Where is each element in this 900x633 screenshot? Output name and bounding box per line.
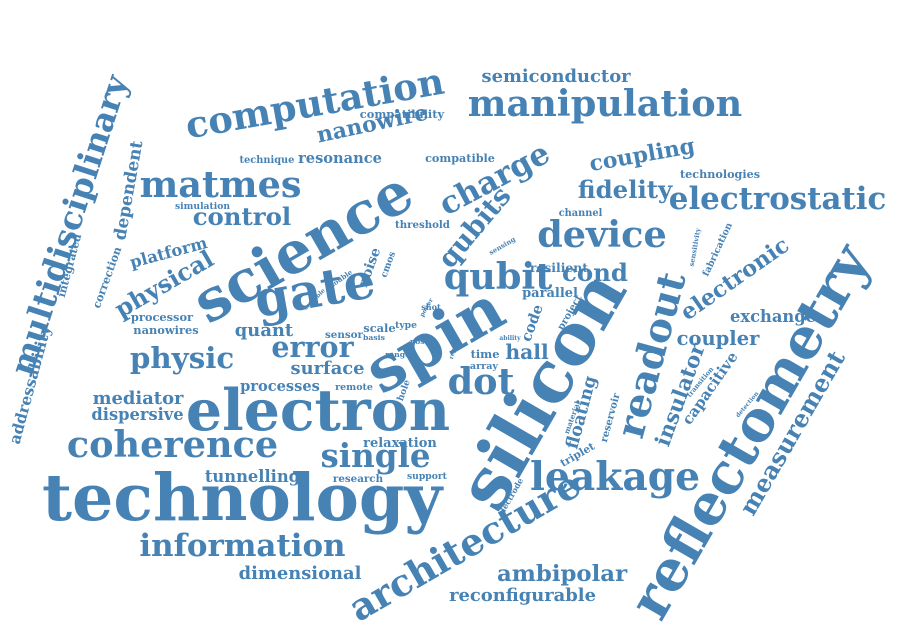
word-ambipolar: ambipolar xyxy=(497,560,628,587)
word-mediator: mediator xyxy=(92,388,184,410)
word-ability: ability xyxy=(499,335,521,342)
word-dimensional: dimensional xyxy=(238,563,362,585)
word-fidelity: fidelity xyxy=(577,174,673,204)
word-time: time xyxy=(470,347,500,362)
word-research: research xyxy=(332,472,384,485)
word-compatibility: compatibility xyxy=(359,107,445,122)
word-manipulation: manipulation xyxy=(467,82,743,126)
word-resilient: resilient xyxy=(529,259,589,275)
word-processor: processor xyxy=(130,310,194,325)
word-matmes: matmes xyxy=(139,163,302,207)
word-parallel: parallel xyxy=(522,285,578,301)
word-coherence: coherence xyxy=(66,423,279,467)
word-simulation: simulation xyxy=(175,201,231,213)
word-device: device xyxy=(537,213,667,257)
word-nanowires: nanowires xyxy=(133,323,199,338)
word-technologies: technologies xyxy=(680,167,761,182)
word-threshold: threshold xyxy=(395,218,450,231)
word-sensing: sensing xyxy=(487,234,517,257)
word-technique: technique xyxy=(239,155,295,167)
word-support: support xyxy=(407,471,447,483)
word-information: information xyxy=(139,527,346,564)
word-error: error xyxy=(271,330,354,365)
word-technology: technology xyxy=(42,459,443,536)
word-surface: surface xyxy=(290,358,365,380)
word-electrostatic: electrostatic xyxy=(668,180,887,217)
word-shot: shot xyxy=(421,301,441,312)
word-dispersive: dispersive xyxy=(91,404,184,424)
word-compatible: compatible xyxy=(425,151,495,166)
word-semiconductor: semiconductor xyxy=(481,66,631,88)
word-hall: hall xyxy=(505,340,549,365)
word-electron: electron xyxy=(185,377,451,444)
word-post: post xyxy=(410,337,428,347)
word-reconfigurable: reconfigurable xyxy=(449,585,596,607)
word-physic: physic xyxy=(129,340,235,376)
word-remote: remote xyxy=(335,382,373,394)
word-qubit: qubit xyxy=(443,255,553,299)
word-processes: processes xyxy=(240,377,320,395)
word-array: array xyxy=(469,361,499,373)
word-relaxation: relaxation xyxy=(363,435,437,451)
word-exchange: exchange xyxy=(730,306,816,326)
word-control: control xyxy=(192,201,292,231)
word-cond: cond xyxy=(562,257,628,287)
word-leakage: leakage xyxy=(530,454,701,501)
word-channel: channel xyxy=(558,208,603,220)
word-quant: quant xyxy=(234,320,294,342)
word-single: single xyxy=(320,435,431,475)
word-sensor: sensor xyxy=(325,328,363,341)
word-tunnelling: tunnelling xyxy=(204,466,301,486)
word-resonance: resonance xyxy=(298,149,382,167)
word-sensitivity: sensitivity xyxy=(687,227,703,268)
word-coupler: coupler xyxy=(676,327,760,351)
word-type: type xyxy=(395,320,417,332)
word-scale: scale xyxy=(363,321,396,336)
word-basis: basis xyxy=(363,333,385,343)
word-range: range xyxy=(385,350,410,360)
word-dot: dot xyxy=(447,360,515,404)
